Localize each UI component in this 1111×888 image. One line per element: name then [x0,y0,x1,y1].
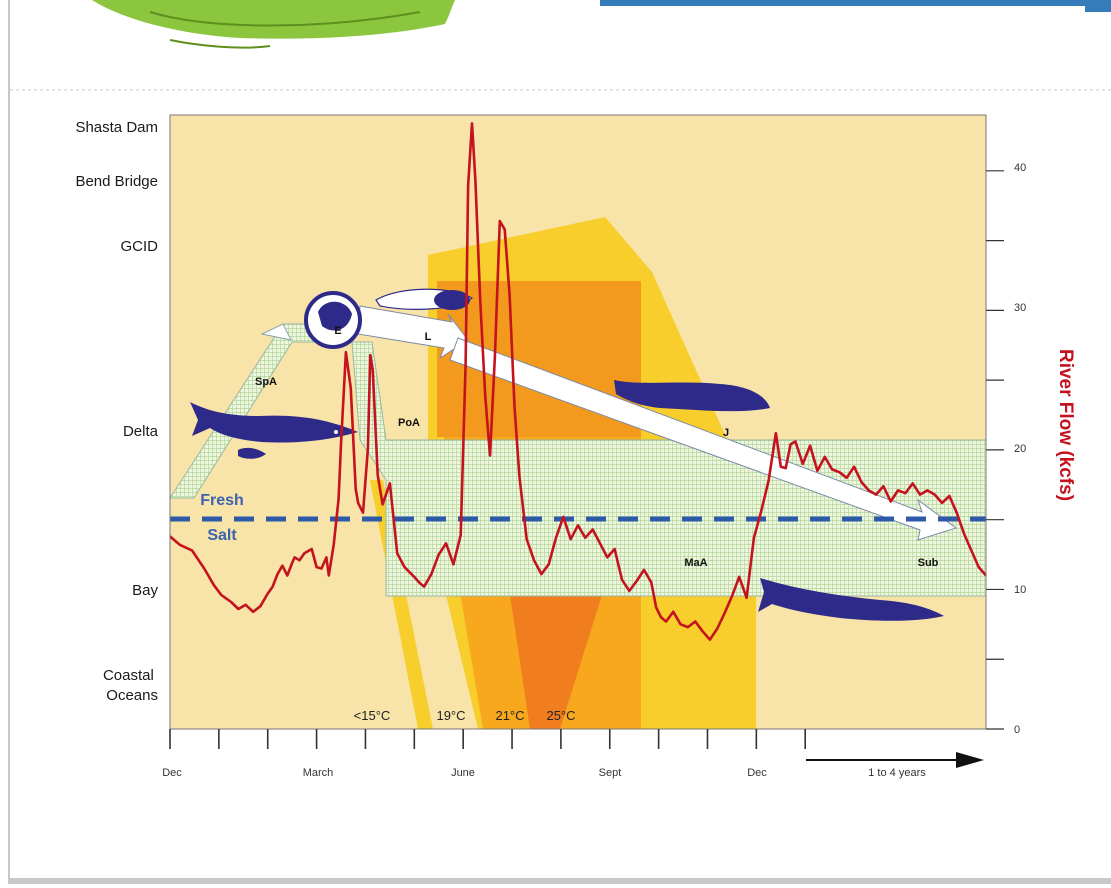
adult-fish-ocean-icon [758,578,944,621]
y-axis-title: River Flow (kcfs) [1055,349,1076,501]
x-tick-label: Dec [747,767,767,779]
stage-label-j: J [723,427,729,439]
years-arrow [806,752,984,768]
right-axis-tick-labels: 0 10 20 30 40 [1014,162,1026,736]
stage-label-e: E [334,325,341,337]
x-tick-label: June [451,767,475,779]
larva-icon [375,288,473,310]
temperature-labels: <15°C 19°C 21°C 25°C [354,708,576,723]
location-labels: Shasta Dam Bend Bridge GCID Delta Bay Co… [75,119,158,704]
y-tick-label: 0 [1014,724,1020,736]
juvenile-fish-icon [614,380,770,412]
x-tick-label: Dec [162,767,182,779]
fresh-label: Fresh [200,492,244,509]
stage-label-l: L [425,331,432,343]
temp-label: <15°C [354,708,391,723]
adult-fish-upstream-icon [190,402,358,459]
x-extra-label: 1 to 4 years [868,767,926,779]
page-frame [8,0,1111,884]
stage-label-sub: Sub [918,557,939,569]
y-tick-label: 40 [1014,162,1026,174]
fish-logo [92,0,455,49]
location-label: Delta [123,423,159,440]
movement-arrows [357,305,958,541]
stage-label-spa: SpA [255,376,277,388]
x-tick-label: March [303,767,334,779]
life-stage-labels: SpA E L PoA J MaA Sub [255,325,939,569]
header-title-fragment [600,0,1111,12]
y-tick-label: 30 [1014,302,1026,314]
river-flow-series [169,122,987,642]
salt-label: Salt [207,527,237,544]
location-label: GCID [121,238,159,255]
x-axis-ticks [169,729,807,749]
location-label: Bend Bridge [75,173,158,190]
y-tick-label: 20 [1014,443,1026,455]
temp-label: 19°C [436,708,465,723]
y-tick-label: 10 [1014,584,1026,596]
river-flow-line [169,122,987,642]
egg-icon [304,291,362,349]
x-axis-labels: Dec March June Sept Dec 1 to 4 years [162,767,926,779]
right-axis-ticks [986,170,1004,730]
location-label: Shasta Dam [75,119,158,136]
stage-label-maa: MaA [684,557,707,569]
location-label: Bay [132,582,158,599]
stage-label-poa: PoA [398,417,420,429]
temp-label: 25°C [546,708,575,723]
x-tick-label: Sept [599,767,622,779]
plot-frame [169,114,987,730]
location-label-multiline: Coastal Oceans [103,667,158,704]
temp-label: 21°C [495,708,524,723]
